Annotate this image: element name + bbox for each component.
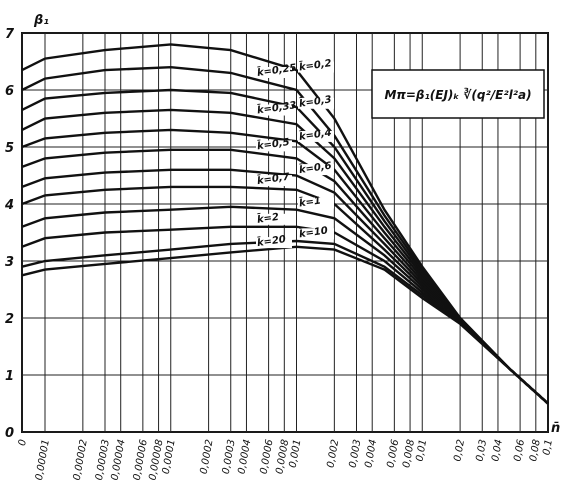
curve-label-bg xyxy=(256,140,292,152)
formula: Mπ=β₁(EJ)ₖ ∛(q²/E²l²a) xyxy=(384,88,531,102)
curve-label: k̄=2 xyxy=(256,210,280,226)
x-tick-label: 0,00002 xyxy=(72,439,90,482)
curve-label-bg xyxy=(256,237,292,249)
curve-label: k̄=10 xyxy=(298,224,328,241)
y-axis-label: β₁ xyxy=(33,13,49,28)
x-tick-label: 0,04 xyxy=(490,439,505,463)
curve-label-bg xyxy=(256,175,292,187)
x-tick-label: 0,008 xyxy=(401,439,417,469)
curve-label: k̄=0,5 xyxy=(256,135,290,152)
x-tick-label: 0,1 xyxy=(541,439,555,457)
curve-label: k̄=0,4 xyxy=(298,126,332,143)
y-tick-label: 3 xyxy=(5,255,14,270)
y-tick-label: 5 xyxy=(5,141,14,156)
x-tick-label: 0,08 xyxy=(528,439,543,463)
x-tick-label: 0,00003 xyxy=(94,439,112,482)
curve-label-bg xyxy=(298,97,334,109)
curve-label-bg xyxy=(298,228,334,240)
x-tick-label: 0,0006 xyxy=(259,439,276,475)
x-tick-label: 0,0003 xyxy=(221,439,238,475)
x-tick-label: 0,001 xyxy=(288,439,304,469)
y-tick-label: 6 xyxy=(5,84,14,99)
y-tick-label: 0 xyxy=(5,426,14,441)
x-tick-label: 0,01 xyxy=(415,439,430,463)
x-tick-label: 0 xyxy=(17,439,29,447)
curve-label-bg xyxy=(256,213,292,225)
x-tick-label: 0,006 xyxy=(386,439,402,469)
x-axis-label: n̄ xyxy=(551,421,560,436)
x-tick-label: 0,06 xyxy=(512,439,527,463)
x-tick-label: 0,0002 xyxy=(199,439,216,475)
curve-label: k̄=1 xyxy=(298,194,322,210)
curve-label: k̄=0,2 xyxy=(298,56,332,73)
curve-label-bg xyxy=(298,61,334,73)
x-tick-label: 0,004 xyxy=(363,439,379,469)
x-tick-label: 0,003 xyxy=(348,439,364,469)
x-tick-label: 0,00006 xyxy=(132,439,150,482)
curve-label: k̄=20 xyxy=(256,232,286,249)
curve xyxy=(21,225,549,405)
x-tick-label: 0,02 xyxy=(452,439,467,463)
y-tick-label: 7 xyxy=(5,27,15,42)
x-tick-label: 0,00004 xyxy=(110,439,128,482)
y-tick-label: 4 xyxy=(4,198,14,213)
y-tick-label: 2 xyxy=(5,312,14,327)
x-tick-label: 0,03 xyxy=(475,439,490,463)
curve-label-bg xyxy=(298,197,334,209)
y-tick-label: 1 xyxy=(5,369,14,384)
formula-box xyxy=(371,69,545,119)
curve-label-bg xyxy=(256,104,292,116)
curve-label-bg xyxy=(256,66,292,78)
curve xyxy=(21,128,549,405)
curve-label-bg xyxy=(298,130,334,142)
x-tick-label: 0,0004 xyxy=(237,439,254,475)
curve-label: k̄=0,3 xyxy=(298,93,332,110)
x-tick-label: 0,00001 xyxy=(34,439,52,482)
curve-label: k̄=0,6 xyxy=(298,159,332,176)
curve-label-bg xyxy=(298,164,334,176)
curve xyxy=(21,245,549,405)
x-tick-label: 0,002 xyxy=(326,439,342,469)
curve xyxy=(21,148,549,405)
curve xyxy=(21,168,549,405)
curve-label: k̄=0,7 xyxy=(256,170,290,187)
